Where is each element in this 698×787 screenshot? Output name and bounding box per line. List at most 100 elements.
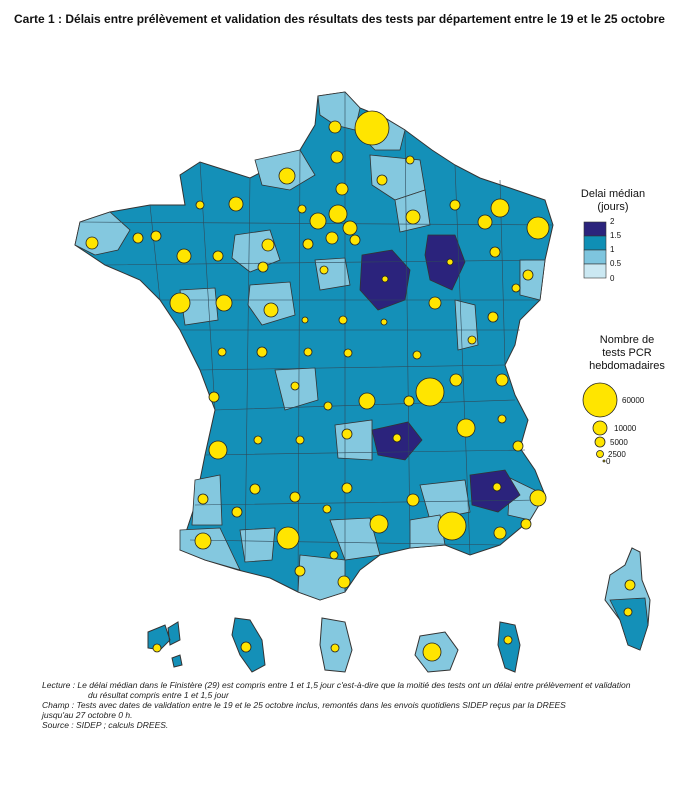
guadeloupe (147, 621, 183, 668)
legend-bubble-2500 (596, 450, 604, 458)
delay-legend: 2 1.5 1 0.5 0 (583, 217, 622, 283)
department-bubble (403, 395, 415, 407)
department-bubble (208, 440, 228, 460)
department-bubble (256, 346, 268, 358)
note-source: Source : SIDEP ; calculs DREES. (42, 720, 169, 730)
legend-tick-0: 0 (610, 274, 615, 283)
legend-tick-1-5: 1.5 (610, 231, 622, 240)
department-bubble (520, 518, 532, 530)
department-bubble (376, 174, 388, 186)
legend-value-60000: 60000 (622, 396, 645, 405)
department-bubble (415, 377, 445, 407)
department-bubble (330, 150, 344, 164)
mayotte (497, 621, 521, 673)
tests-legend-title-line3: hebdomadaires (589, 360, 665, 372)
department-bubble (319, 265, 329, 275)
legend-bubble-5000 (594, 436, 606, 448)
department-bubble (354, 110, 390, 146)
department-bubble (325, 231, 339, 245)
department-bubble (253, 435, 263, 445)
department-bubble (449, 199, 461, 211)
department-bubble (303, 347, 313, 357)
department-bubble (217, 347, 227, 357)
department-bubble (294, 565, 306, 577)
department-bubble (490, 198, 510, 218)
department-bubble (380, 318, 388, 326)
legend-value-10000: 10000 (614, 424, 637, 433)
department-bubble (428, 296, 442, 310)
note-lecture-1: Lecture : Le délai médian dans le Finist… (42, 680, 631, 690)
department-bubble (503, 635, 513, 645)
corsica-south (609, 597, 649, 651)
department-bubble (249, 483, 261, 495)
note-lecture-2: du résultat compris entre 1 et 1,5 jour (88, 690, 229, 700)
department-bubble (406, 493, 420, 507)
department-bubble (405, 155, 415, 165)
department-bubble (343, 348, 353, 358)
department-bubble (522, 269, 534, 281)
department-bubble (335, 182, 349, 196)
tests-legend-title-line2: tests PCR (602, 347, 652, 359)
department-bubble (497, 414, 507, 424)
department-bubble (276, 526, 300, 550)
department-bubble (208, 391, 220, 403)
department-bubble (195, 200, 205, 210)
department-bubble (194, 532, 212, 550)
department-bubble (176, 248, 192, 264)
legend-swatch-0-5 (583, 263, 607, 279)
department-bubble (381, 275, 389, 283)
legend-swatch-2 (583, 221, 607, 237)
department-bubble (456, 418, 476, 438)
legend-bubble-10000 (592, 420, 608, 436)
department-bubble (132, 232, 144, 244)
department-bubble (526, 216, 550, 240)
department-bubble (338, 315, 348, 325)
legend-tick-0-5: 0.5 (610, 259, 622, 268)
department-bubble (290, 381, 300, 391)
delay-legend-title: Delai médian (jours) (578, 188, 648, 214)
tests-legend (582, 382, 618, 463)
department-bubble (150, 230, 162, 242)
department-bubble (422, 642, 442, 662)
department-bubble (341, 428, 353, 440)
department-bubble (330, 643, 340, 653)
department-bubble (358, 392, 376, 410)
legend-tick-1: 1 (610, 245, 615, 254)
legend-bubble-0 (602, 459, 606, 463)
note-champ-1: Champ : Tests avec dates de validation e… (42, 700, 566, 710)
department-bubble (323, 401, 333, 411)
tests-legend-title-line1: Nombre de (599, 334, 655, 346)
department-bubble (263, 302, 279, 318)
department-bubble (278, 167, 296, 185)
department-bubble (467, 335, 477, 345)
department-bubble (212, 250, 224, 262)
department-bubble (302, 238, 314, 250)
department-bubble (231, 506, 243, 518)
department-bubble (529, 489, 547, 507)
department-bubble (489, 246, 501, 258)
department-bubble (328, 120, 342, 134)
department-bubble (228, 196, 244, 212)
department-bubble (405, 209, 421, 225)
department-bubble (511, 283, 521, 293)
legend-tick-2: 2 (610, 217, 615, 226)
department-bubble (437, 511, 467, 541)
legend-value-0: 0 (606, 457, 611, 466)
department-bubble (487, 311, 499, 323)
department-bubble (349, 234, 361, 246)
department-bubble (329, 550, 339, 560)
department-bubble (369, 514, 389, 534)
department-bubble (446, 258, 454, 266)
legend-value-5000: 5000 (610, 438, 628, 447)
tests-legend-title: Nombre de tests PCR hebdomadaires (582, 334, 672, 373)
department-bubble (309, 212, 327, 230)
department-bubble (240, 641, 252, 653)
note-champ-2: jusqu'au 27 octobre 0 h. (42, 710, 133, 720)
tests-legend-labels: 60000 10000 5000 2500 0 (606, 396, 645, 466)
delay-legend-title-line2: (jours) (597, 201, 629, 213)
department-bubble (624, 579, 636, 591)
department-bubble (337, 575, 351, 589)
department-bubble (295, 435, 305, 445)
department-bubble (257, 261, 269, 273)
